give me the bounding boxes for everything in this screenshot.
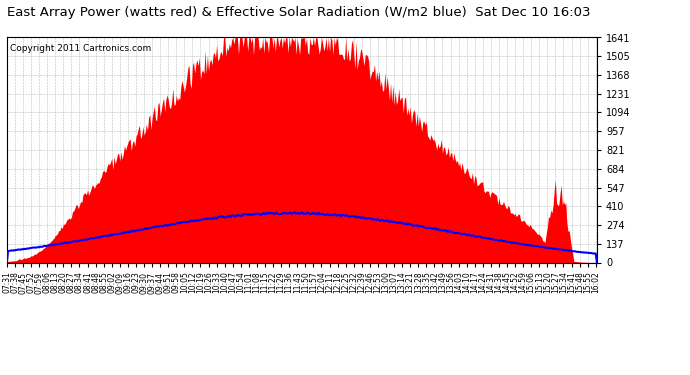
Text: East Array Power (watts red) & Effective Solar Radiation (W/m2 blue)  Sat Dec 10: East Array Power (watts red) & Effective… [7,6,591,19]
Text: Copyright 2011 Cartronics.com: Copyright 2011 Cartronics.com [10,44,151,53]
